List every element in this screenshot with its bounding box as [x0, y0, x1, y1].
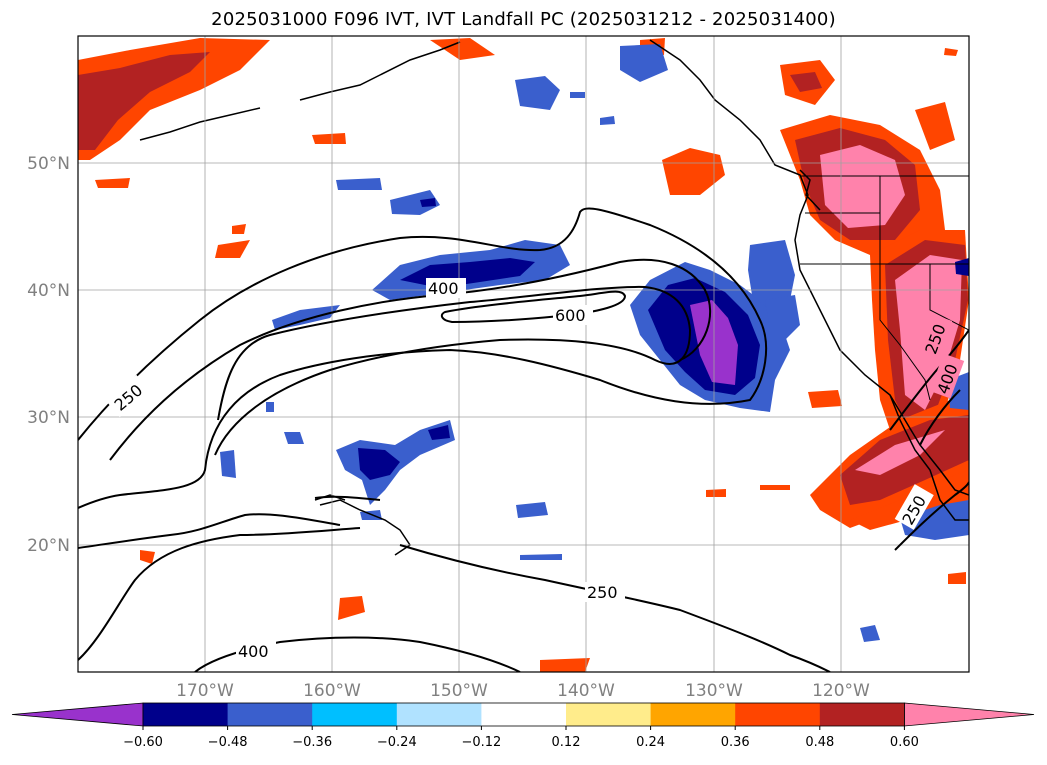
- contour-label-400-north: 400: [428, 279, 459, 298]
- longitude-labels: 170°W 160°W 150°W 140°W 130°W 120°W: [176, 681, 870, 701]
- map-title: 2025031000 F096 IVT, IVT Landfall PC (20…: [211, 9, 836, 30]
- colorbar-segment: [566, 703, 652, 726]
- lat-label-50n: 50°N: [27, 154, 70, 174]
- colorbar-segment: [227, 703, 313, 726]
- colorbar-tick-label: 0.36: [721, 735, 750, 750]
- colorbar-tick-label: −0.24: [377, 735, 417, 750]
- colorbar-ticks: −0.60 −0.48 −0.36 −0.24 −0.12 0.12 0.24 0.36 0.4…: [123, 726, 919, 750]
- lat-label-40n: 40°N: [27, 281, 70, 301]
- lon-label-140w: 140°W: [557, 681, 615, 701]
- lon-label-130w: 130°W: [685, 681, 743, 701]
- colorbar-segment: [396, 703, 482, 726]
- colorbar-tick-label: −0.36: [292, 735, 332, 750]
- colorbar-extend-low: [11, 702, 144, 727]
- colorbar-outline: [142, 702, 905, 727]
- colorbar-tick-label: 0.60: [890, 735, 919, 750]
- contour-label-250-south: 250: [587, 583, 618, 602]
- lat-label-20n: 20°N: [27, 536, 70, 556]
- contour-label-400-south: 400: [238, 642, 269, 661]
- colorbar-tick-label: −0.60: [123, 735, 163, 750]
- negative-pc-patches: [220, 44, 969, 642]
- colorbar-segment: [650, 703, 736, 726]
- lat-label-30n: 30°N: [27, 408, 70, 428]
- lon-label-170w: 170°W: [176, 681, 234, 701]
- map-frame: [77, 35, 970, 673]
- colorbar-tick-label: 0.48: [805, 735, 834, 750]
- colorbar-tick-label: −0.12: [461, 735, 501, 750]
- colorbar-segment: [819, 703, 905, 726]
- political-borders: [800, 175, 969, 401]
- colorbar-segment: [312, 703, 398, 726]
- contour-label-600: 600: [555, 306, 586, 325]
- positive-pc-patches: [78, 38, 969, 672]
- colorbar-segment: [143, 703, 229, 726]
- colorbar-segment: [481, 703, 567, 726]
- ivt-contours: [78, 207, 969, 672]
- colorbar-tick-label: 0.24: [636, 735, 665, 750]
- colorbar-tick-label: −0.48: [208, 735, 248, 750]
- lon-label-150w: 150°W: [430, 681, 488, 701]
- colorbar-tick-label: 0.12: [552, 735, 581, 750]
- colorbar-extend-high: [904, 702, 1035, 727]
- colorbar: [11, 702, 1035, 727]
- lon-label-120w: 120°W: [812, 681, 870, 701]
- latitude-labels: 50°N 40°N 30°N 20°N: [27, 154, 70, 556]
- lon-label-160w: 160°W: [303, 681, 361, 701]
- map-area: 250 400 600 250 400 250 250 400: [78, 36, 969, 672]
- colorbar-segment: [735, 703, 821, 726]
- gridlines: [78, 36, 969, 672]
